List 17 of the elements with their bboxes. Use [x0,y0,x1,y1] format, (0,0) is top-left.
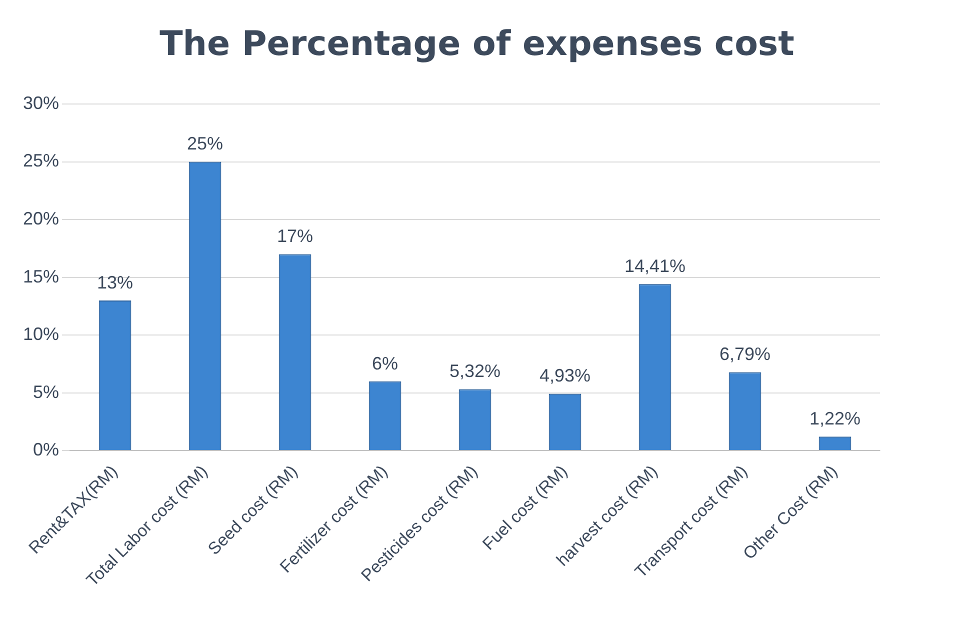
y-tick-label: 25% [22,150,60,171]
data-label: 6,79% [719,344,771,364]
data-label: 13% [97,272,134,292]
y-tick-label: 20% [22,208,60,229]
data-label: 17% [277,226,314,246]
y-tick-label: 10% [22,324,60,344]
data-label: 25% [187,134,224,154]
chart-title: The Percentage of expenses cost [158,24,796,66]
data-label: 5,32% [449,361,501,382]
y-tick-label: 5% [33,382,60,402]
data-label: 1,22% [809,408,861,429]
y-tick-label: 0% [33,440,60,460]
data-label: 6% [372,353,398,374]
y-tick-label: 15% [22,266,60,286]
data-label: 14,41% [624,256,686,276]
y-tick-label: 30% [22,92,60,113]
data-label: 4,93% [539,366,591,386]
